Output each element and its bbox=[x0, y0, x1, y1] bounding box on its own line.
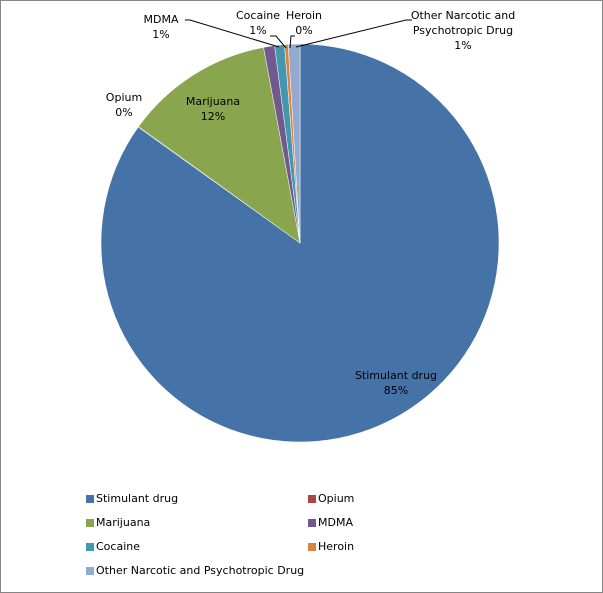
legend-item-mdma: MDMA bbox=[308, 516, 353, 529]
label-name: Opium bbox=[105, 91, 143, 104]
legend-item-cocaine: Cocaine bbox=[86, 540, 140, 553]
label-name: Stimulant drug bbox=[354, 369, 438, 382]
legend-swatch bbox=[86, 494, 94, 503]
legend-item-stimulant: Stimulant drug bbox=[86, 492, 178, 505]
label-pct: 12% bbox=[200, 110, 226, 123]
legend-label: Marijuana bbox=[96, 516, 151, 529]
label-pct: 85% bbox=[383, 384, 409, 397]
data-label-marijuana: Marijuana 12% bbox=[180, 94, 246, 124]
label-name: MDMA bbox=[143, 13, 179, 26]
leader-line-heroin bbox=[289, 35, 295, 49]
label-name-line2: Psychotropic Drug bbox=[412, 24, 514, 37]
legend-swatch bbox=[308, 494, 316, 503]
pie-slice-other-narcotic-and-psychotropic-drug bbox=[287, 43, 301, 244]
pie-slices bbox=[100, 43, 500, 443]
pie-slice-marijuana bbox=[138, 47, 301, 244]
legend-label: MDMA bbox=[318, 516, 353, 529]
legend-item-marijuana: Marijuana bbox=[86, 516, 150, 529]
data-label-other: Other Narcotic and Psychotropic Drug 1% bbox=[408, 8, 518, 53]
data-label-mdma: MDMA 1% bbox=[140, 12, 182, 42]
legend-label: Heroin bbox=[318, 540, 355, 553]
label-pct: 0% bbox=[295, 24, 313, 37]
data-label-heroin: Heroin 0% bbox=[284, 8, 324, 38]
leader-line-other bbox=[295, 19, 412, 48]
leader-line-mdma bbox=[185, 19, 280, 48]
leader-line-cocaine bbox=[270, 35, 287, 49]
legend-swatch bbox=[308, 518, 316, 527]
label-pct: 1% bbox=[152, 28, 170, 41]
data-label-stimulant: Stimulant drug 85% bbox=[353, 368, 439, 398]
legend-item-opium: Opium bbox=[308, 492, 354, 505]
legend-item-other: Other Narcotic and Psychotropic Drug bbox=[86, 564, 304, 577]
legend-swatch bbox=[308, 542, 316, 551]
leader-lines bbox=[185, 19, 412, 49]
label-name: Heroin bbox=[285, 9, 323, 22]
label-name-line1: Other Narcotic and bbox=[410, 9, 516, 22]
data-label-cocaine: Cocaine 1% bbox=[236, 8, 280, 38]
label-name: Cocaine bbox=[236, 9, 280, 22]
label-pct: 1% bbox=[454, 39, 472, 52]
legend-swatch bbox=[86, 566, 94, 575]
legend-swatch bbox=[86, 542, 94, 551]
data-label-opium: Opium 0% bbox=[102, 90, 146, 120]
legend-swatch bbox=[86, 518, 94, 527]
legend-label: Cocaine bbox=[96, 540, 140, 553]
label-name: Marijuana bbox=[185, 95, 241, 108]
label-pct: 0% bbox=[115, 106, 133, 119]
legend-item-heroin: Heroin bbox=[308, 540, 354, 553]
legend-label: Stimulant drug bbox=[96, 492, 179, 505]
legend-label: Other Narcotic and Psychotropic Drug bbox=[96, 564, 305, 577]
legend-label: Opium bbox=[318, 492, 355, 505]
label-pct: 1% bbox=[249, 24, 267, 37]
